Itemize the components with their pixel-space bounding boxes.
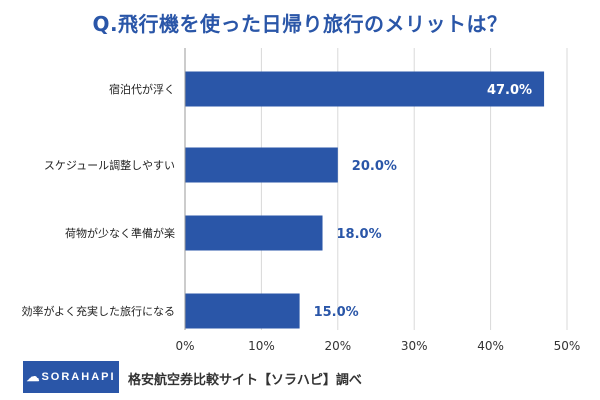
x-tick-label: 40% (477, 339, 504, 353)
bar-value-label: 47.0% (487, 83, 532, 98)
logo-text: SORAHAPI (41, 371, 116, 383)
bar (185, 71, 545, 107)
x-tick-label: 0% (175, 339, 194, 353)
category-label: 宿泊代が浮く (109, 82, 175, 96)
source-credit: 格安航空券比較サイト【ソラハピ】調べ (128, 373, 362, 388)
category-label: 荷物が少なく準備が楽 (65, 226, 175, 240)
sorahapi-logo: ☁ SORAHAPI (23, 361, 119, 393)
chart-title: Q.飛行機を使った日帰り旅行のメリットは？ (92, 12, 508, 36)
bar (185, 215, 323, 251)
bar (185, 293, 300, 329)
x-tick-label: 20% (324, 339, 351, 353)
bar (185, 147, 338, 183)
x-tick-label: 10% (248, 339, 275, 353)
bar-value-label: 20.0% (352, 159, 397, 174)
bar-value-label: 15.0% (314, 305, 359, 320)
x-tick-label: 50% (554, 339, 581, 353)
cloud-icon: ☁ (26, 369, 40, 384)
bar-value-label: 18.0% (337, 227, 382, 242)
x-tick-label: 30% (401, 339, 428, 353)
category-label: スケジュール調整しやすい (44, 158, 175, 172)
category-label: 効率がよく充実した旅行になる (22, 304, 175, 318)
